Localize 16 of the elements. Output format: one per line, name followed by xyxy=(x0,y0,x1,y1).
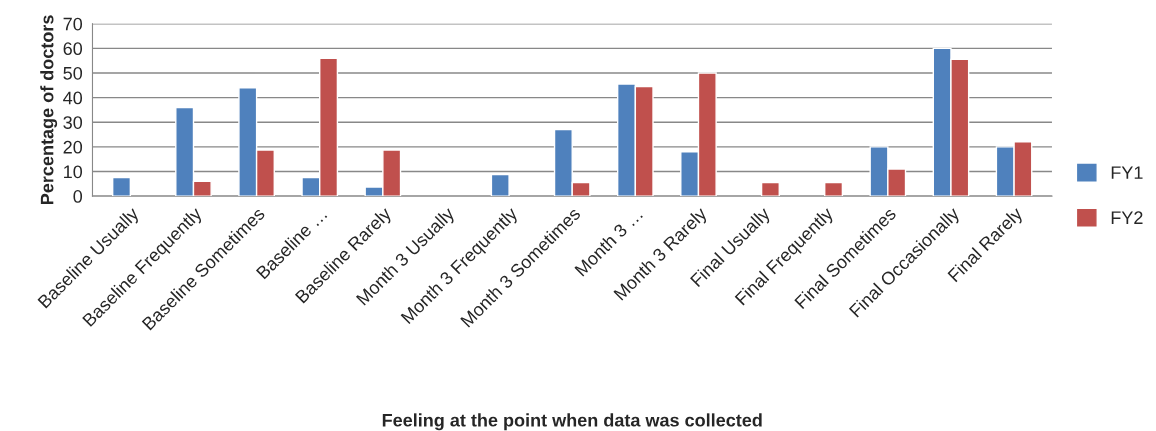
x-axis-title: Feeling at the point when data was collected xyxy=(382,413,762,431)
y-tick-label: 40 xyxy=(63,91,83,105)
y-tick-label: 0 xyxy=(73,190,83,203)
y-tick-label: 20 xyxy=(63,140,83,154)
legend-label: FY1 xyxy=(1111,166,1143,179)
y-tick-label: 50 xyxy=(63,66,83,80)
y-tick-label: 70 xyxy=(63,17,83,31)
bar xyxy=(824,181,844,197)
bar xyxy=(111,176,132,197)
y-axis-title: Percentage of doctors xyxy=(40,15,58,205)
bar xyxy=(760,181,780,197)
y-tick-label: 30 xyxy=(63,116,83,129)
y-tick-label: 10 xyxy=(64,165,83,179)
bar xyxy=(490,173,510,197)
y-tick-label: 60 xyxy=(63,42,83,56)
legend-label: FY2 xyxy=(1111,211,1143,224)
